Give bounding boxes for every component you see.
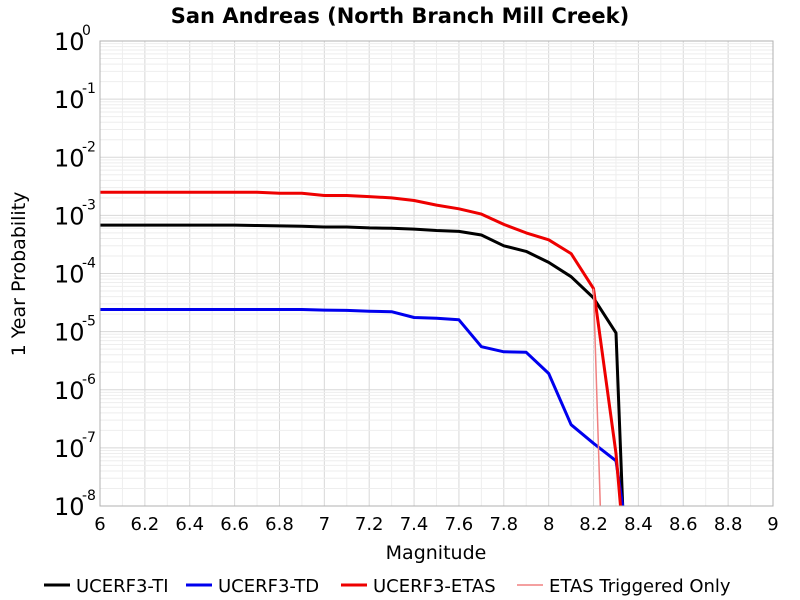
y-tick-label: 10-6 — [54, 372, 96, 405]
y-tick-exponent: -1 — [82, 81, 96, 97]
x-tick-label: 7.8 — [489, 514, 518, 535]
y-tick-base: 10 — [54, 435, 85, 463]
x-tick-label: 8.6 — [669, 514, 698, 535]
y-tick-base: 10 — [54, 493, 85, 521]
y-tick-exponent: 0 — [82, 23, 91, 39]
series-group — [100, 190, 625, 506]
y-tick-base: 10 — [54, 377, 85, 405]
series-line-3 — [100, 190, 622, 506]
y-tick-exponent: -7 — [82, 430, 96, 446]
legend-label: UCERF3-TI — [76, 576, 169, 597]
series-line-4 — [592, 288, 602, 506]
series-line-1 — [100, 223, 625, 506]
y-tick-base: 10 — [54, 144, 85, 172]
y-tick-label: 10-4 — [54, 256, 96, 289]
y-tick-exponent: -8 — [82, 488, 96, 504]
y-tick-label: 10-7 — [54, 430, 96, 463]
legend-item: UCERF3-TI — [44, 576, 169, 597]
x-tick-label: 8.8 — [714, 514, 743, 535]
y-axis-label: 1 Year Probability — [8, 192, 30, 357]
y-tick-exponent: -4 — [82, 256, 96, 272]
x-tick-label: 7 — [319, 514, 330, 535]
y-tick-label: 10-5 — [54, 314, 96, 347]
x-tick-label: 6.2 — [131, 514, 160, 535]
legend-label: UCERF3-TD — [218, 576, 319, 597]
y-tick-label: 100 — [54, 23, 91, 56]
x-tick-label: 6.8 — [265, 514, 294, 535]
legend: UCERF3-TI UCERF3-TD UCERF3-ETAS ETAS Trigge… — [44, 576, 731, 597]
y-tick-base: 10 — [54, 319, 85, 347]
y-tick-label: 10-3 — [54, 197, 96, 230]
x-tick-label: 7.2 — [355, 514, 384, 535]
y-tick-base: 10 — [54, 202, 85, 230]
y-tick-label: 10-1 — [54, 81, 96, 114]
y-tick-exponent: -3 — [82, 197, 96, 213]
x-tick-label: 6.6 — [220, 514, 249, 535]
x-tick-labels: 6 6.2 6.4 6.6 6.8 7 7.2 7.4 7.6 7.8 8 8.2 8.4 8.6 8.8 9 — [94, 514, 778, 535]
plot-border — [99, 40, 774, 507]
x-tick-label: 6.4 — [175, 514, 204, 535]
x-axis-label: Magnitude — [386, 542, 487, 564]
grid — [99, 40, 774, 507]
series-line-2 — [100, 308, 625, 506]
x-tick-label: 8.4 — [624, 514, 653, 535]
legend-item: ETAS Triggered Only — [517, 576, 731, 597]
legend-label: UCERF3-ETAS — [373, 576, 496, 597]
legend-label: ETAS Triggered Only — [549, 576, 731, 597]
y-tick-exponent: -5 — [82, 314, 96, 330]
x-tick-label: 7.6 — [445, 514, 474, 535]
y-tick-label: 10-2 — [54, 139, 96, 172]
y-tick-base: 10 — [54, 28, 85, 56]
x-tick-label: 8.2 — [579, 514, 608, 535]
x-tick-label: 6 — [94, 514, 105, 535]
chart-title: San Andreas (North Branch Mill Creek) — [171, 4, 629, 28]
y-tick-exponent: -2 — [82, 139, 96, 155]
y-tick-label: 10-8 — [54, 488, 96, 521]
y-tick-exponent: -6 — [82, 372, 96, 388]
legend-item: UCERF3-ETAS — [341, 576, 496, 597]
y-tick-base: 10 — [54, 86, 85, 114]
legend-item: UCERF3-TD — [186, 576, 319, 597]
x-tick-label: 9 — [767, 514, 778, 535]
x-tick-label: 7.4 — [400, 514, 429, 535]
y-tick-base: 10 — [54, 261, 85, 289]
x-tick-label: 8 — [543, 514, 554, 535]
